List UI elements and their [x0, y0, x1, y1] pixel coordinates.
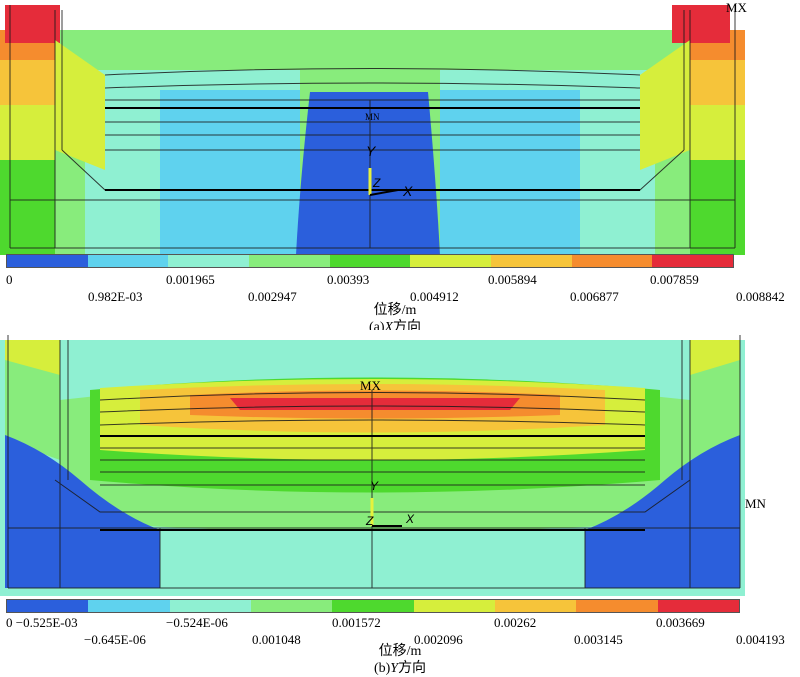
- legend-swatch-b-5: [332, 600, 414, 612]
- max-marker-b: MX: [360, 378, 381, 393]
- caption-a-axis: X: [384, 320, 394, 335]
- axis-x-label-b: X: [406, 512, 415, 526]
- contour-plot-b-svg: [0, 330, 745, 596]
- min-marker-b: MN: [745, 496, 766, 511]
- legend-tick-a-top-1: 0: [6, 272, 13, 287]
- contour-plot-a-svg: [0, 0, 745, 256]
- axis-y-label-b: Y: [370, 479, 379, 493]
- unit-label-a: 位移/m: [373, 303, 417, 318]
- legend-swatch-a-2: [87, 255, 169, 267]
- legend-tick-b-top-4: 0.00262: [494, 615, 537, 630]
- legend-swatch-b-8: [576, 600, 658, 612]
- legend-tick-a-top-4: 0.005894: [488, 272, 537, 287]
- legend-swatch-a-6: [410, 255, 492, 267]
- max-marker-a: MX: [726, 0, 747, 15]
- legend-tick-a-bottom-5: 0.008842: [736, 289, 785, 304]
- legend-tick-b-top-2: −0.524E-06: [166, 615, 228, 630]
- legend-swatch-b-1: [7, 600, 89, 612]
- legend-tick-a-bottom-2: 0.002947: [248, 289, 297, 304]
- legend-bar-b: [6, 599, 740, 613]
- caption-b: (b)Y方向: [345, 657, 455, 677]
- axis-z-label-b: Z: [366, 514, 374, 528]
- axis-y-label-a: Y: [366, 143, 376, 159]
- legend-tick-a-top-2: 0.001965: [166, 272, 215, 287]
- legend-tick-a-top-3: 0.00393: [327, 272, 370, 287]
- legend-tick-b-top-3: 0.001572: [332, 615, 381, 630]
- legend-swatch-a-9: [652, 255, 734, 267]
- legend-swatch-b-6: [413, 600, 495, 612]
- legend-tick-b-bottom-3: 0.002096: [414, 632, 463, 647]
- caption-b-axis: Y: [390, 661, 399, 676]
- legend-swatch-a-7: [491, 255, 572, 267]
- contour-plot-x-displacement: [0, 0, 745, 256]
- legend-swatch-b-4: [250, 600, 333, 612]
- caption-b-prefix: (b): [373, 661, 391, 676]
- contour-plot-y-displacement: [0, 330, 745, 596]
- legend-tick-b-bottom-4: 0.003145: [574, 632, 623, 647]
- legend-tick-a-bottom-1: 0.982E-03: [88, 289, 143, 304]
- legend-tick-a-bottom-3: 0.004912: [410, 289, 459, 304]
- legend-bar-a: [6, 254, 734, 268]
- legend-swatch-b-3: [169, 600, 251, 612]
- legend-swatch-b-7: [494, 600, 577, 612]
- legend-tick-b-bottom-5: 0.004193: [736, 632, 785, 647]
- legend-swatch-a-8: [571, 255, 653, 267]
- caption-b-suffix: 方向: [398, 661, 427, 676]
- legend-tick-a-top-5: 0.007859: [650, 272, 699, 287]
- legend-tick-b-bottom-1: −0.645E-06: [84, 632, 146, 647]
- legend-tick-a-bottom-4: 0.006877: [570, 289, 619, 304]
- legend-tick-b-top-1: 0 −0.525E-03: [6, 615, 78, 630]
- legend-tick-b-top-5: 0.003669: [656, 615, 705, 630]
- legend-swatch-b-2: [88, 600, 170, 612]
- legend-swatch-a-1: [7, 255, 88, 267]
- legend-swatch-a-4: [249, 255, 330, 267]
- legend-swatch-a-3: [168, 255, 250, 267]
- axis-z-label-a: Z: [373, 176, 381, 190]
- unit-label-b: 位移/m: [378, 644, 422, 659]
- legend-swatch-b-9: [657, 600, 739, 612]
- axis-x-label-a: X: [403, 183, 413, 199]
- legend-tick-b-bottom-2: 0.001048: [252, 632, 301, 647]
- legend-swatch-a-5: [329, 255, 411, 267]
- min-marker-a: MN: [365, 112, 380, 122]
